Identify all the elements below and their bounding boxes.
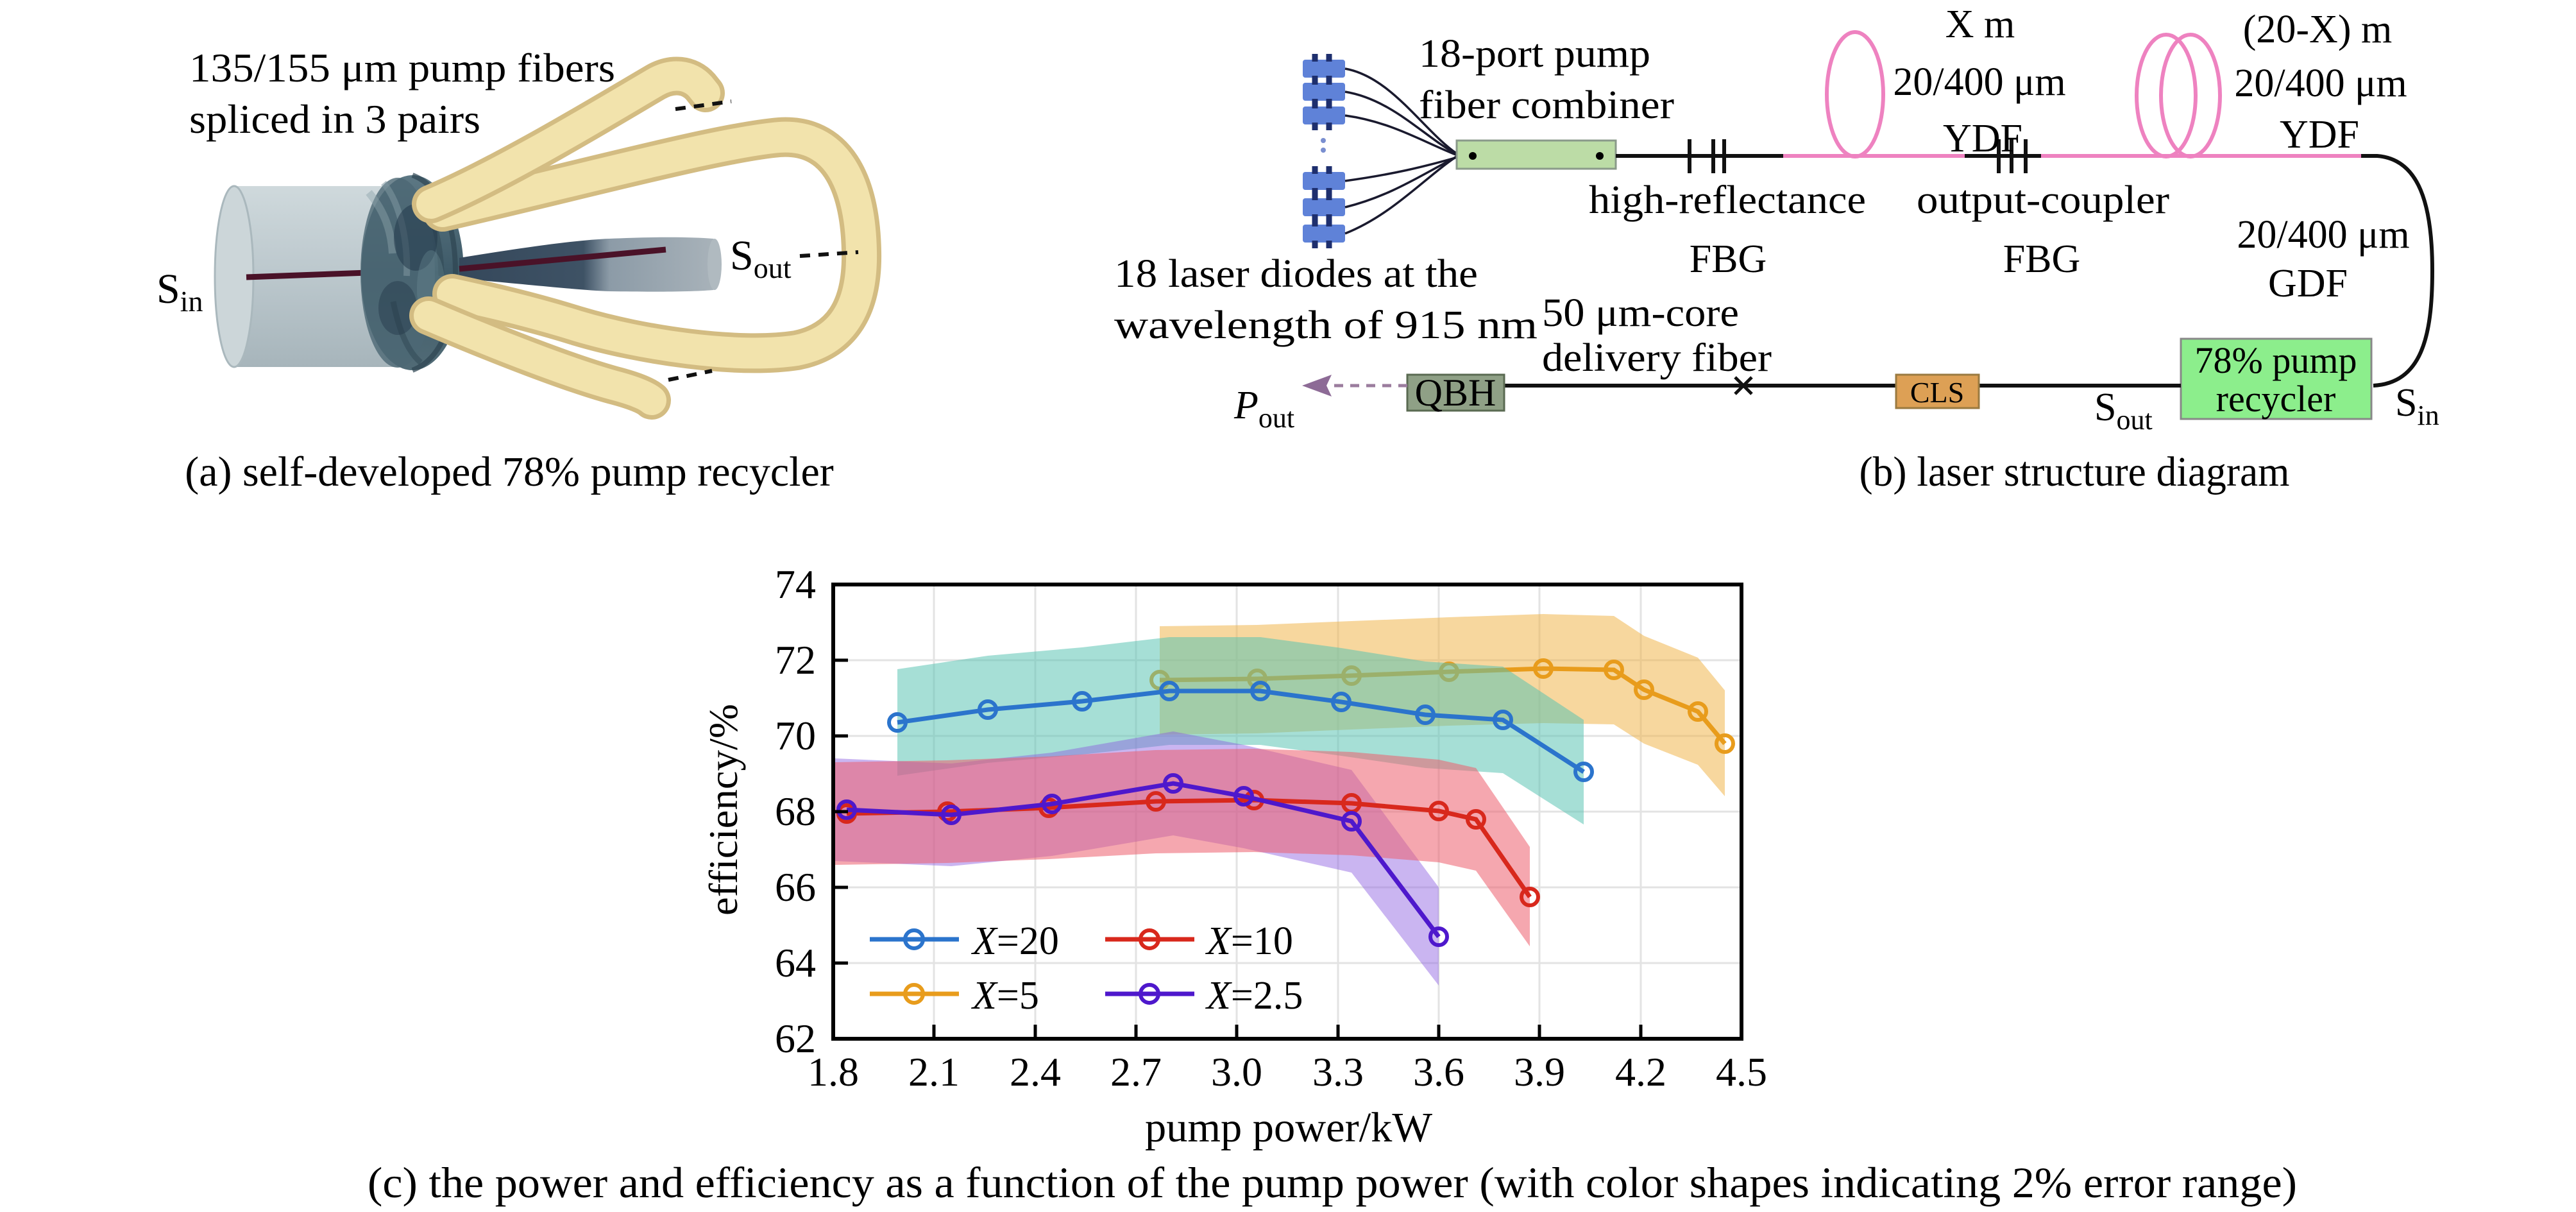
- svg-text:3.0: 3.0: [1211, 1049, 1262, 1095]
- svg-text:spliced in 3 pairs: spliced in 3 pairs: [189, 96, 480, 142]
- svg-text:(20-X) m: (20-X) m: [2243, 8, 2392, 51]
- svg-text:GDF: GDF: [2268, 262, 2348, 305]
- svg-text:4.2: 4.2: [1615, 1049, 1666, 1095]
- svg-text:X=5: X=5: [970, 974, 1039, 1018]
- svg-text:X=10: X=10: [1205, 919, 1293, 963]
- svg-text:FBG: FBG: [2003, 237, 2081, 281]
- svg-text:4.5: 4.5: [1716, 1049, 1767, 1095]
- svg-text:18 laser diodes at the: 18 laser diodes at the: [1114, 252, 1478, 296]
- svg-text:3.6: 3.6: [1413, 1049, 1464, 1095]
- svg-text:62: 62: [775, 1016, 816, 1061]
- svg-text:fiber combiner: fiber combiner: [1419, 83, 1674, 127]
- svg-text:recycler: recycler: [2216, 378, 2336, 420]
- svg-text:70: 70: [775, 713, 816, 758]
- svg-text:20/400 μm: 20/400 μm: [2234, 62, 2407, 105]
- svg-text:68: 68: [775, 789, 816, 834]
- svg-text:(c) the power and efficiency a: (c) the power and efficiency as a functi…: [368, 1158, 2297, 1207]
- svg-text:50 μm-core: 50 μm-core: [1542, 291, 1739, 335]
- svg-text:3.9: 3.9: [1514, 1049, 1565, 1095]
- svg-text:3.3: 3.3: [1312, 1049, 1364, 1095]
- svg-text:2.7: 2.7: [1110, 1049, 1162, 1095]
- svg-text:74: 74: [775, 561, 816, 607]
- svg-text:(b) laser structure diagram: (b) laser structure diagram: [1860, 448, 2290, 495]
- svg-text:X=20: X=20: [970, 919, 1059, 963]
- svg-text:X m: X m: [1945, 3, 2015, 46]
- svg-text:FBG: FBG: [1690, 237, 1767, 281]
- svg-text:efficiency/%: efficiency/%: [700, 704, 746, 916]
- svg-text:wavelength of 915 nm: wavelength of 915 nm: [1114, 303, 1538, 347]
- svg-text:78% pump: 78% pump: [2195, 339, 2357, 381]
- svg-text:64: 64: [775, 940, 816, 986]
- svg-text:2.4: 2.4: [1010, 1049, 1061, 1095]
- svg-text:YDF: YDF: [2280, 113, 2359, 157]
- svg-text:(a) self-developed 78% pump re: (a) self-developed 78% pump recycler: [185, 448, 834, 495]
- svg-text:20/400 μm: 20/400 μm: [2237, 213, 2409, 257]
- svg-text:20/400 μm: 20/400 μm: [1893, 60, 2065, 104]
- svg-text:18-port pump: 18-port pump: [1419, 32, 1650, 76]
- svg-text:2.1: 2.1: [908, 1049, 960, 1095]
- svg-text:X=2.5: X=2.5: [1205, 974, 1303, 1018]
- svg-text:66: 66: [775, 864, 816, 910]
- svg-text:1.8: 1.8: [808, 1049, 859, 1095]
- svg-text:high-reflectance: high-reflectance: [1589, 178, 1866, 222]
- svg-text:pump power/kW: pump power/kW: [1145, 1104, 1433, 1151]
- svg-text:135/155 μm pump fibers: 135/155 μm pump fibers: [189, 45, 615, 90]
- svg-text:YDF: YDF: [1943, 117, 2022, 160]
- svg-text:delivery fiber: delivery fiber: [1542, 336, 1772, 380]
- svg-text:Sin: Sin: [157, 266, 203, 318]
- svg-text:QBH: QBH: [1415, 371, 1496, 414]
- svg-text:CLS: CLS: [1910, 376, 1964, 409]
- svg-text:72: 72: [775, 637, 816, 683]
- svg-text:output-coupler: output-coupler: [1917, 178, 2169, 222]
